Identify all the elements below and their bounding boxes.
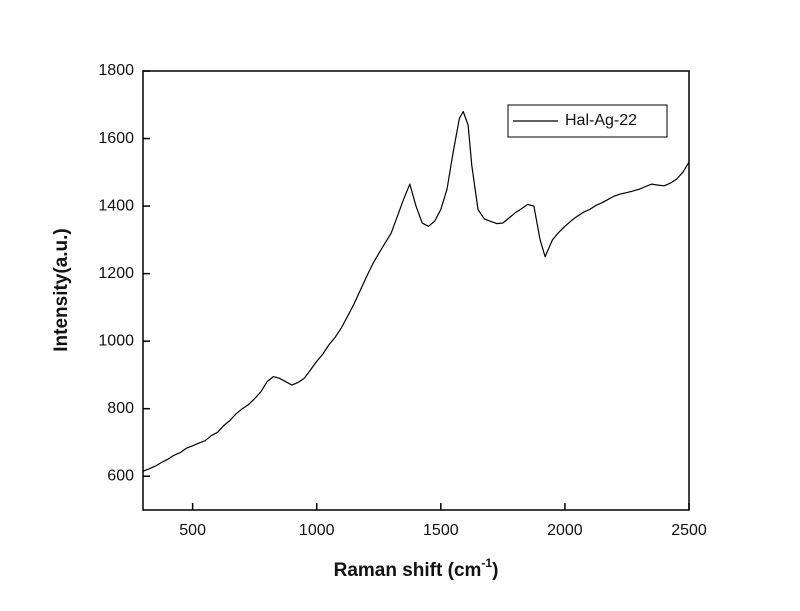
y-tick-label: 1400: [98, 197, 134, 214]
y-axis-label: Intensity(a.u.): [51, 228, 72, 352]
y-tick-label: 1600: [98, 130, 134, 147]
x-tick-label: 500: [179, 522, 206, 539]
x-tick-label: 2500: [671, 522, 707, 539]
x-axis-label-suffix: ): [492, 560, 498, 581]
y-tick-label: 1800: [98, 62, 134, 79]
plot-frame: [142, 70, 690, 511]
y-tick-label: 1000: [98, 332, 134, 349]
x-tick-label: 2000: [547, 522, 583, 539]
x-axis-label: Raman shift (cm-1): [334, 556, 499, 581]
x-axis-label-superscript: -1: [481, 556, 492, 570]
data-line: [142, 110, 690, 472]
x-tick-label: 1500: [423, 522, 459, 539]
y-tick-label: 600: [107, 467, 134, 484]
y-tick-label: 800: [107, 400, 134, 417]
x-tick-label: 1000: [299, 522, 335, 539]
x-axis-label-text: Raman shift (cm: [334, 560, 482, 581]
y-tick-label: 1200: [98, 265, 134, 282]
legend-label: Hal-Ag-22: [565, 112, 637, 129]
